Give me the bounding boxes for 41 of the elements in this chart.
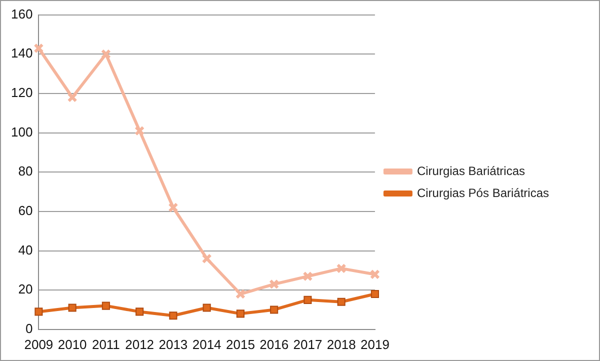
point [168, 202, 178, 213]
y-tick-label: 140 [10, 46, 33, 61]
point [336, 263, 346, 274]
point [202, 254, 212, 264]
y-tick-label: 60 [18, 203, 33, 218]
x-tick-label: 2011 [92, 336, 120, 352]
legend-label: Cirurgias Pós Bariátricas [416, 186, 550, 200]
point [370, 290, 379, 298]
y-tick-label: 80 [18, 164, 33, 179]
x-tick-label: 2016 [260, 336, 289, 352]
point [34, 308, 43, 316]
y-tick-label: 120 [10, 85, 33, 100]
point [202, 304, 211, 312]
x-tick-label: 2009 [24, 336, 54, 352]
y-tick-label: 0 [25, 320, 33, 336]
y-tick-label: 20 [18, 282, 33, 297]
point [304, 296, 312, 304]
x-tick-label: 2018 [326, 336, 356, 352]
point [269, 279, 280, 290]
point [169, 312, 178, 320]
point [134, 126, 145, 136]
x-tick-label: 2015 [226, 336, 255, 352]
point [337, 298, 346, 306]
x-tick-label: 2012 [125, 336, 154, 352]
legend-label: Cirurgias Bariátricas [416, 164, 525, 178]
point [68, 304, 76, 312]
x-tick-label: 2010 [58, 336, 87, 352]
point [136, 308, 144, 316]
y-tick-label: 40 [18, 242, 33, 258]
x-tick-label: 2013 [158, 336, 188, 352]
point [270, 306, 278, 314]
x-tick-label: 2014 [192, 336, 222, 352]
point [100, 49, 111, 60]
point [102, 302, 110, 310]
point [302, 271, 313, 282]
x-tick-label: 2019 [360, 336, 390, 352]
y-tick-label: 100 [10, 124, 33, 140]
point [235, 288, 246, 300]
x-tick-label: 2017 [293, 336, 322, 352]
point [236, 310, 244, 318]
y-tick-label: 160 [10, 6, 33, 22]
